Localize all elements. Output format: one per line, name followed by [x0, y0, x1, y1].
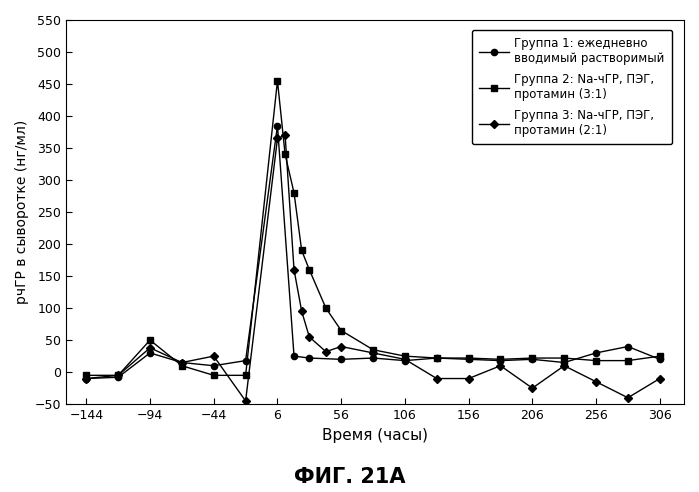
Группа 3: Na-чГР, ПЭГ,
протамин (2:1): (306, -10): Na-чГР, ПЭГ, протамин (2:1): (306, -10)	[656, 375, 664, 381]
Группа 3: Na-чГР, ПЭГ,
протамин (2:1): (81, 30): Na-чГР, ПЭГ, протамин (2:1): (81, 30)	[369, 350, 377, 356]
Группа 2: Na-чГР, ПЭГ,
протамин (3:1): (81, 35): Na-чГР, ПЭГ, протамин (3:1): (81, 35)	[369, 347, 377, 353]
X-axis label: Время (часы): Время (часы)	[322, 428, 428, 443]
Группа 2: Na-чГР, ПЭГ,
протамин (3:1): (131, 22): Na-чГР, ПЭГ, протамин (3:1): (131, 22)	[433, 355, 441, 361]
Группа 3: Na-чГР, ПЭГ,
протамин (2:1): (44, 32): Na-чГР, ПЭГ, протамин (2:1): (44, 32)	[322, 349, 330, 355]
Группа 1: ежедневно
вводимый растворимый: (-44, 10): ежедневно вводимый растворимый: (-44, 10…	[210, 363, 218, 369]
Legend: Группа 1: ежедневно
вводимый растворимый, Группа 2: Na-чГР, ПЭГ,
протамин (3:1),: Группа 1: ежедневно вводимый растворимый…	[472, 30, 672, 145]
Группа 2: Na-чГР, ПЭГ,
протамин (3:1): (25, 190): Na-чГР, ПЭГ, протамин (3:1): (25, 190)	[298, 247, 306, 253]
Группа 3: Na-чГР, ПЭГ,
протамин (2:1): (281, -40): Na-чГР, ПЭГ, протамин (2:1): (281, -40)	[624, 395, 632, 400]
Группа 3: Na-чГР, ПЭГ,
протамин (2:1): (206, -25): Na-чГР, ПЭГ, протамин (2:1): (206, -25)	[528, 385, 537, 391]
Группа 1: ежедневно
вводимый растворимый: (-19, 18): ежедневно вводимый растворимый: (-19, 18…	[241, 358, 250, 364]
Группа 3: Na-чГР, ПЭГ,
протамин (2:1): (256, -15): Na-чГР, ПЭГ, протамин (2:1): (256, -15)	[592, 379, 600, 385]
Группа 1: ежедневно
вводимый растворимый: (31, 22): ежедневно вводимый растворимый: (31, 22)	[305, 355, 314, 361]
Группа 3: Na-чГР, ПЭГ,
протамин (2:1): (181, 10): Na-чГР, ПЭГ, протамин (2:1): (181, 10)	[496, 363, 505, 369]
Группа 3: Na-чГР, ПЭГ,
протамин (2:1): (6, 365): Na-чГР, ПЭГ, протамин (2:1): (6, 365)	[273, 135, 282, 141]
Группа 1: ежедневно
вводимый растворимый: (256, 30): ежедневно вводимый растворимый: (256, 30…	[592, 350, 600, 356]
Группа 3: Na-чГР, ПЭГ,
протамин (2:1): (-144, -10): Na-чГР, ПЭГ, протамин (2:1): (-144, -10)	[82, 375, 90, 381]
Группа 2: Na-чГР, ПЭГ,
протамин (3:1): (-44, -5): Na-чГР, ПЭГ, протамин (3:1): (-44, -5)	[210, 372, 218, 378]
Группа 3: Na-чГР, ПЭГ,
протамин (2:1): (-44, 25): Na-чГР, ПЭГ, протамин (2:1): (-44, 25)	[210, 353, 218, 359]
Группа 2: Na-чГР, ПЭГ,
протамин (3:1): (12, 340): Na-чГР, ПЭГ, протамин (3:1): (12, 340)	[281, 152, 289, 157]
Группа 2: Na-чГР, ПЭГ,
протамин (3:1): (-19, -5): Na-чГР, ПЭГ, протамин (3:1): (-19, -5)	[241, 372, 250, 378]
Группа 3: Na-чГР, ПЭГ,
протамин (2:1): (-69, 15): Na-чГР, ПЭГ, протамин (2:1): (-69, 15)	[178, 360, 186, 366]
Группа 2: Na-чГР, ПЭГ,
протамин (3:1): (56, 65): Na-чГР, ПЭГ, протамин (3:1): (56, 65)	[337, 328, 345, 334]
Группа 3: Na-чГР, ПЭГ,
протамин (2:1): (25, 95): Na-чГР, ПЭГ, протамин (2:1): (25, 95)	[298, 308, 306, 314]
Группа 1: ежедневно
вводимый растворимый: (306, 20): ежедневно вводимый растворимый: (306, 20…	[656, 356, 664, 362]
Группа 1: ежедневно
вводимый растворимый: (156, 20): ежедневно вводимый растворимый: (156, 20…	[464, 356, 473, 362]
Группа 3: Na-чГР, ПЭГ,
протамин (2:1): (156, -10): Na-чГР, ПЭГ, протамин (2:1): (156, -10)	[464, 375, 473, 381]
Группа 1: ежедневно
вводимый растворимый: (6, 385): ежедневно вводимый растворимый: (6, 385)	[273, 123, 282, 128]
Группа 3: Na-чГР, ПЭГ,
протамин (2:1): (-94, 38): Na-чГР, ПЭГ, протамин (2:1): (-94, 38)	[146, 345, 154, 351]
Группа 2: Na-чГР, ПЭГ,
протамин (3:1): (106, 25): Na-чГР, ПЭГ, протамин (3:1): (106, 25)	[401, 353, 409, 359]
Группа 1: ежедневно
вводимый растворимый: (-119, -8): ежедневно вводимый растворимый: (-119, -…	[114, 374, 122, 380]
Группа 2: Na-чГР, ПЭГ,
протамин (3:1): (44, 100): Na-чГР, ПЭГ, протамин (3:1): (44, 100)	[322, 305, 330, 311]
Группа 1: ежедневно
вводимый растворимый: (81, 22): ежедневно вводимый растворимый: (81, 22)	[369, 355, 377, 361]
Группа 2: Na-чГР, ПЭГ,
протамин (3:1): (156, 22): Na-чГР, ПЭГ, протамин (3:1): (156, 22)	[464, 355, 473, 361]
Группа 3: Na-чГР, ПЭГ,
протамин (2:1): (231, 10): Na-чГР, ПЭГ, протамин (2:1): (231, 10)	[560, 363, 568, 369]
Группа 2: Na-чГР, ПЭГ,
протамин (3:1): (-119, -5): Na-чГР, ПЭГ, протамин (3:1): (-119, -5)	[114, 372, 122, 378]
Группа 2: Na-чГР, ПЭГ,
протамин (3:1): (19, 280): Na-чГР, ПЭГ, протамин (3:1): (19, 280)	[290, 190, 298, 196]
Группа 1: ежедневно
вводимый растворимый: (56, 20): ежедневно вводимый растворимый: (56, 20)	[337, 356, 345, 362]
Группа 1: ежедневно
вводимый растворимый: (181, 18): ежедневно вводимый растворимый: (181, 18…	[496, 358, 505, 364]
Группа 1: ежедневно
вводимый растворимый: (206, 20): ежедневно вводимый растворимый: (206, 20…	[528, 356, 537, 362]
Группа 1: ежедневно
вводимый растворимый: (19, 25): ежедневно вводимый растворимый: (19, 25)	[290, 353, 298, 359]
Группа 1: ежедневно
вводимый растворимый: (106, 18): ежедневно вводимый растворимый: (106, 18…	[401, 358, 409, 364]
Группа 3: Na-чГР, ПЭГ,
протамин (2:1): (56, 40): Na-чГР, ПЭГ, протамин (2:1): (56, 40)	[337, 343, 345, 349]
Группа 1: ежедневно
вводимый растворимый: (131, 22): ежедневно вводимый растворимый: (131, 22…	[433, 355, 441, 361]
Группа 1: ежедневно
вводимый растворимый: (-144, -10): ежедневно вводимый растворимый: (-144, -…	[82, 375, 90, 381]
Группа 2: Na-чГР, ПЭГ,
протамин (3:1): (256, 18): Na-чГР, ПЭГ, протамин (3:1): (256, 18)	[592, 358, 600, 364]
Line: Группа 3: Na-чГР, ПЭГ,
протамин (2:1): Группа 3: Na-чГР, ПЭГ, протамин (2:1)	[83, 132, 663, 404]
Группа 3: Na-чГР, ПЭГ,
протамин (2:1): (-19, -45): Na-чГР, ПЭГ, протамин (2:1): (-19, -45)	[241, 398, 250, 404]
Группа 2: Na-чГР, ПЭГ,
протамин (3:1): (-144, -5): Na-чГР, ПЭГ, протамин (3:1): (-144, -5)	[82, 372, 90, 378]
Line: Группа 1: ежедневно
вводимый растворимый: Группа 1: ежедневно вводимый растворимый	[83, 123, 663, 382]
Группа 3: Na-чГР, ПЭГ,
протамин (2:1): (-119, -5): Na-чГР, ПЭГ, протамин (2:1): (-119, -5)	[114, 372, 122, 378]
Группа 3: Na-чГР, ПЭГ,
протамин (2:1): (12, 370): Na-чГР, ПЭГ, протамин (2:1): (12, 370)	[281, 132, 289, 138]
Группа 3: Na-чГР, ПЭГ,
протамин (2:1): (31, 55): Na-чГР, ПЭГ, протамин (2:1): (31, 55)	[305, 334, 314, 340]
Группа 2: Na-чГР, ПЭГ,
протамин (3:1): (206, 22): Na-чГР, ПЭГ, протамин (3:1): (206, 22)	[528, 355, 537, 361]
Группа 2: Na-чГР, ПЭГ,
протамин (3:1): (6, 455): Na-чГР, ПЭГ, протамин (3:1): (6, 455)	[273, 78, 282, 84]
Y-axis label: рчГР в сыворотке (нг/мл): рчГР в сыворотке (нг/мл)	[15, 120, 29, 304]
Text: ФИГ. 21А: ФИГ. 21А	[294, 467, 405, 487]
Группа 2: Na-чГР, ПЭГ,
протамин (3:1): (-94, 50): Na-чГР, ПЭГ, протамин (3:1): (-94, 50)	[146, 337, 154, 343]
Группа 3: Na-чГР, ПЭГ,
протамин (2:1): (19, 160): Na-чГР, ПЭГ, протамин (2:1): (19, 160)	[290, 267, 298, 273]
Группа 3: Na-чГР, ПЭГ,
протамин (2:1): (131, -10): Na-чГР, ПЭГ, протамин (2:1): (131, -10)	[433, 375, 441, 381]
Группа 2: Na-чГР, ПЭГ,
протамин (3:1): (181, 20): Na-чГР, ПЭГ, протамин (3:1): (181, 20)	[496, 356, 505, 362]
Группа 1: ежедневно
вводимый растворимый: (281, 40): ежедневно вводимый растворимый: (281, 40…	[624, 343, 632, 349]
Группа 2: Na-чГР, ПЭГ,
протамин (3:1): (231, 22): Na-чГР, ПЭГ, протамин (3:1): (231, 22)	[560, 355, 568, 361]
Группа 2: Na-чГР, ПЭГ,
протамин (3:1): (-69, 10): Na-чГР, ПЭГ, протамин (3:1): (-69, 10)	[178, 363, 186, 369]
Line: Группа 2: Na-чГР, ПЭГ,
протамин (3:1): Группа 2: Na-чГР, ПЭГ, протамин (3:1)	[83, 77, 663, 379]
Группа 2: Na-чГР, ПЭГ,
протамин (3:1): (31, 160): Na-чГР, ПЭГ, протамин (3:1): (31, 160)	[305, 267, 314, 273]
Группа 2: Na-чГР, ПЭГ,
протамин (3:1): (281, 18): Na-чГР, ПЭГ, протамин (3:1): (281, 18)	[624, 358, 632, 364]
Группа 1: ежедневно
вводимый растворимый: (-94, 30): ежедневно вводимый растворимый: (-94, 30…	[146, 350, 154, 356]
Группа 1: ежедневно
вводимый растворимый: (-69, 15): ежедневно вводимый растворимый: (-69, 15…	[178, 360, 186, 366]
Группа 3: Na-чГР, ПЭГ,
протамин (2:1): (106, 20): Na-чГР, ПЭГ, протамин (2:1): (106, 20)	[401, 356, 409, 362]
Группа 2: Na-чГР, ПЭГ,
протамин (3:1): (306, 25): Na-чГР, ПЭГ, протамин (3:1): (306, 25)	[656, 353, 664, 359]
Группа 1: ежедневно
вводимый растворимый: (231, 15): ежедневно вводимый растворимый: (231, 15…	[560, 360, 568, 366]
